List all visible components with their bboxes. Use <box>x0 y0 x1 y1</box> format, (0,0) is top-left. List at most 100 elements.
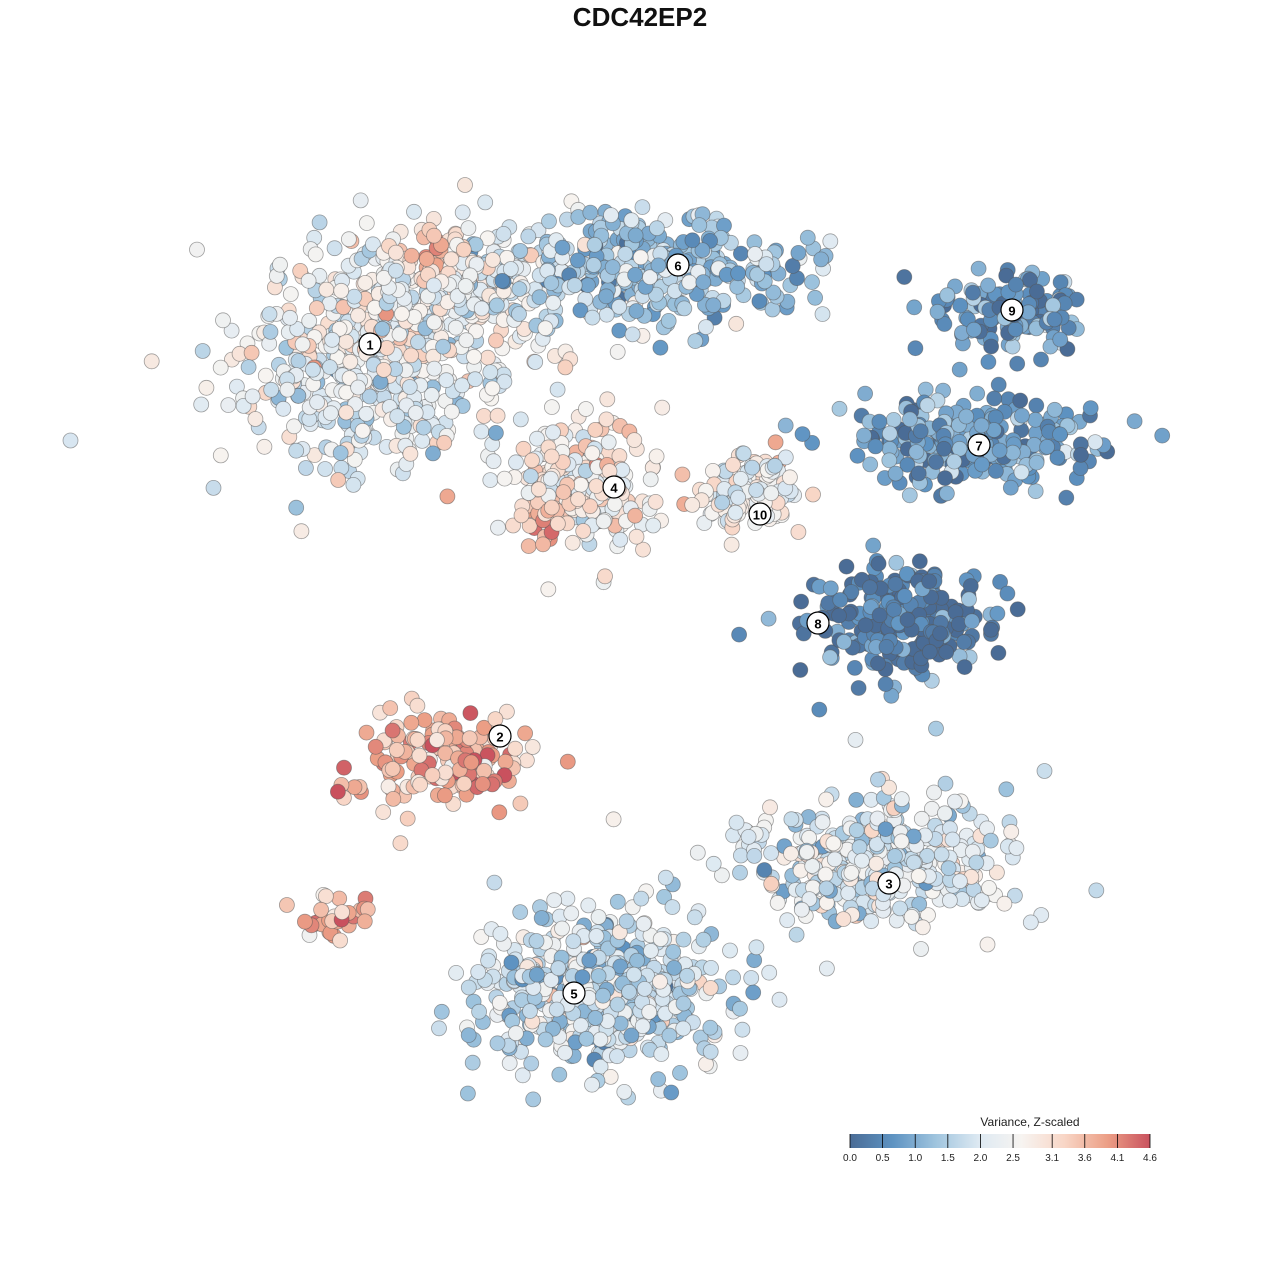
cell-point <box>272 256 288 273</box>
legend-tick-label: 3.6 <box>1078 1153 1092 1164</box>
cell-point <box>407 405 424 421</box>
cell-point <box>212 359 229 376</box>
cell-point <box>871 413 888 430</box>
cell-point <box>616 1084 633 1100</box>
cell-point <box>346 451 363 468</box>
cell-point <box>530 481 547 498</box>
cell-point <box>888 554 905 571</box>
cluster-label-5: 5 <box>562 981 586 1005</box>
cell-point <box>262 323 279 340</box>
cell-point <box>519 752 535 769</box>
cell-point <box>1029 283 1045 300</box>
cell-point <box>317 461 334 477</box>
cell-point <box>689 844 706 861</box>
cell-point <box>725 456 741 473</box>
cell-point <box>424 767 441 783</box>
cell-point <box>426 314 443 331</box>
cluster-label-badge <box>1000 298 1024 322</box>
cell-point <box>426 360 443 377</box>
cell-point <box>805 486 821 503</box>
cell-point <box>836 634 852 650</box>
cell-point <box>543 972 560 988</box>
cell-point <box>635 541 651 558</box>
cell-point <box>595 987 611 1004</box>
cell-point <box>570 491 586 508</box>
cell-point <box>725 969 741 986</box>
cell-point <box>751 293 768 310</box>
cell-point <box>1039 438 1055 455</box>
cell-point <box>338 404 355 421</box>
cell-point <box>988 463 1004 479</box>
cell-point <box>597 568 613 585</box>
cell-point <box>727 504 744 521</box>
cell-point <box>635 915 652 932</box>
cell-point <box>818 880 835 897</box>
legend-tick-label: 1.5 <box>941 1153 955 1164</box>
cell-point <box>546 892 563 909</box>
cell-point <box>769 895 786 911</box>
cell-point <box>391 326 408 343</box>
cluster-label-text: 9 <box>1008 304 1015 319</box>
cell-point <box>641 1004 658 1020</box>
cell-point <box>361 388 378 405</box>
cell-point <box>212 447 229 464</box>
cell-point <box>329 783 346 800</box>
cell-point <box>926 784 942 801</box>
cell-point <box>455 241 472 258</box>
cell-point <box>1002 479 1019 496</box>
cell-point <box>578 401 594 417</box>
cell-point <box>375 361 392 378</box>
cell-point <box>482 364 499 381</box>
cell-point <box>1052 426 1068 443</box>
cell-point <box>584 445 601 462</box>
cell-point <box>982 832 999 849</box>
cell-point <box>484 380 501 397</box>
cell-point <box>415 419 432 436</box>
cell-point <box>835 911 852 927</box>
cell-point <box>358 405 375 422</box>
cell-point <box>609 343 626 360</box>
cell-point <box>746 952 763 969</box>
cell-point <box>650 257 667 274</box>
cell-point <box>1126 413 1143 430</box>
cell-point <box>609 893 626 910</box>
cell-point <box>278 897 295 913</box>
cell-point <box>1154 427 1171 444</box>
cell-point <box>433 1003 450 1020</box>
cell-point <box>300 272 317 289</box>
cell-point <box>617 246 634 262</box>
cell-point <box>484 251 501 268</box>
cell-point <box>334 904 351 920</box>
cell-point <box>256 438 273 455</box>
cell-point <box>968 854 985 871</box>
cell-point <box>322 405 339 422</box>
cell-point <box>282 309 298 326</box>
cell-point <box>989 864 1005 881</box>
cell-point <box>877 676 894 692</box>
cell-point <box>488 332 504 349</box>
cell-point <box>403 347 420 364</box>
legend-colorbar <box>850 1134 1150 1148</box>
cell-point <box>143 353 160 370</box>
cell-point <box>535 536 551 553</box>
cell-point <box>389 408 406 425</box>
cell-point <box>436 787 453 804</box>
cell-point <box>489 1035 506 1052</box>
cell-point <box>550 960 567 977</box>
cell-point <box>952 297 969 314</box>
cell-point <box>1046 311 1063 328</box>
cell-point <box>705 855 722 872</box>
cell-point <box>899 456 916 473</box>
cell-point <box>515 440 532 457</box>
cell-point <box>447 319 464 336</box>
cell-point <box>763 875 780 892</box>
cell-point <box>565 933 582 950</box>
cell-point <box>296 913 313 930</box>
cell-point <box>818 791 835 808</box>
cell-point <box>970 260 987 277</box>
cell-point <box>425 277 442 294</box>
cell-point <box>1073 446 1089 463</box>
cell-point <box>492 926 509 942</box>
cell-point <box>491 804 508 821</box>
cell-point <box>767 434 784 451</box>
